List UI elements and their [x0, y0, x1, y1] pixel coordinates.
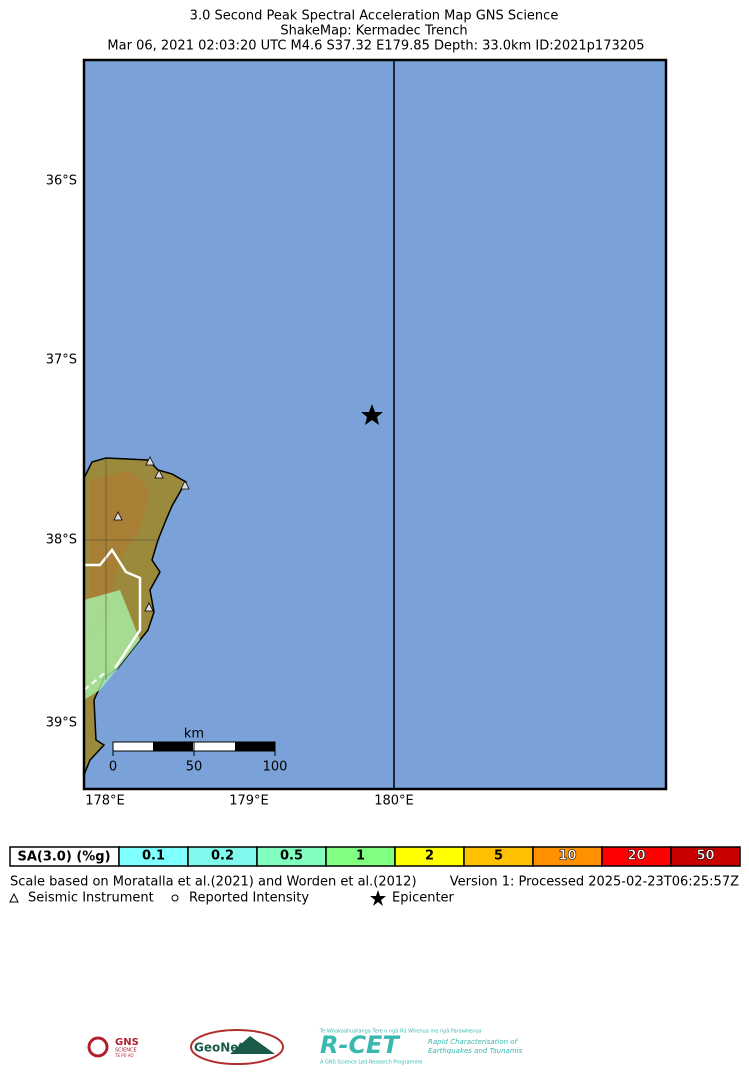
epicenter: [361, 404, 383, 425]
legend-bin-label: 10: [558, 849, 576, 864]
boundary: [83, 671, 107, 691]
lat-label: 38°S: [46, 533, 77, 548]
note: Scale based on Moratalla et al.(2021) an…: [10, 875, 417, 890]
logo-text: Rapid Characterisation of: [428, 1038, 519, 1046]
legend-bin-label: 1: [356, 849, 365, 864]
legend-bin-label: 5: [494, 849, 503, 864]
scale-bar: [112, 741, 276, 756]
legend-bin-label: 2: [425, 849, 434, 864]
key-label: Seismic Instrument: [28, 891, 154, 906]
event-info: Mar 06, 2021 02:03:20 UTC M4.6 S37.32 E1…: [107, 39, 644, 54]
lat-label: 37°S: [46, 353, 77, 368]
terrain-low: [84, 590, 140, 700]
logo-text: A GNS Science Led Research Programme: [320, 1060, 422, 1066]
logo-text: Earthquakes and Tsunamis: [428, 1047, 523, 1055]
subtitle: ShakeMap: Kermadec Trench: [280, 24, 467, 39]
logo-text: TE PŪ AO: [114, 1053, 134, 1058]
legend-bin-label: 0.2: [211, 849, 234, 864]
intensity-symbol: [171, 894, 179, 902]
legend-bin-label: 0.1: [142, 849, 165, 864]
lat-label: 39°S: [46, 716, 77, 731]
scale-tick: 100: [263, 760, 288, 775]
logo-text: Te Whakaahuatanga Tere o ngā Rū Whenua m…: [319, 1029, 482, 1035]
note: Version 1: Processed 2025-02-23T06:25:57…: [450, 875, 739, 890]
key-label: Reported Intensity: [189, 891, 309, 906]
logos: GNS SCIENCE TE PŪ AO GeoNet Te Whakaahua…: [87, 1029, 523, 1066]
scale-unit: km: [184, 727, 204, 742]
logo-text: SCIENCE: [115, 1048, 137, 1054]
instruments: [113, 456, 190, 612]
boundary: [84, 547, 142, 669]
lat-label: 36°S: [46, 174, 77, 189]
instrument-symbol: [9, 892, 19, 903]
title: 3.0 Second Peak Spectral Acceleration Ma…: [190, 9, 559, 24]
lon-label: 180°E: [374, 794, 414, 809]
scale-tick: 0: [109, 760, 117, 775]
map-frame: [82, 58, 668, 791]
legend-bin-label: 20: [627, 849, 645, 864]
logo-text: R-CET: [320, 1031, 400, 1059]
epicenter-symbol: [370, 890, 386, 906]
legend-bin-label: 0.5: [280, 849, 303, 864]
legend-bin-label: 50: [696, 849, 714, 864]
logo-text: GNS: [115, 1037, 139, 1048]
key-label: Epicenter: [392, 891, 455, 906]
lon-label: 178°E: [85, 794, 125, 809]
logo-text: GeoNet: [194, 1041, 244, 1055]
scale-tick: 50: [186, 760, 203, 775]
legend-bin: [670, 846, 741, 867]
lon-label: 179°E: [229, 794, 269, 809]
ocean: [84, 60, 666, 789]
legend-label: SA(3.0) (%g): [17, 850, 110, 865]
